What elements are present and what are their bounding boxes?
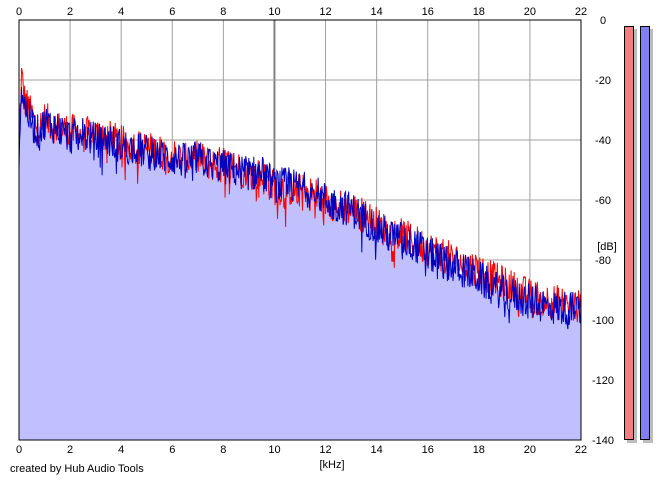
x-tick-label-top: 0 bbox=[16, 6, 22, 18]
y-tick-label: -20 bbox=[595, 75, 611, 87]
x-tick-label-bottom: 10 bbox=[268, 444, 280, 456]
y-axis-label: [dB] bbox=[597, 241, 617, 253]
x-tick-label-bottom: 2 bbox=[67, 444, 73, 456]
y-tick-label: -40 bbox=[595, 135, 611, 147]
x-tick-label-bottom: 6 bbox=[169, 444, 175, 456]
x-tick-label-top: 14 bbox=[371, 6, 383, 18]
x-tick-label-bottom: 16 bbox=[422, 444, 434, 456]
credit-text: created by Hub Audio Tools bbox=[10, 463, 144, 475]
x-tick-label-top: 18 bbox=[473, 6, 485, 18]
series-line-right bbox=[18, 87, 582, 330]
x-tick-label-top: 12 bbox=[319, 6, 331, 18]
x-tick-label-top: 10 bbox=[268, 6, 280, 18]
y-tick-label: -100 bbox=[592, 315, 614, 327]
plot-frame bbox=[18, 19, 582, 441]
y-ticks-right: 0 -20 -40 -60 -80 -100 -120 -140 bbox=[592, 15, 614, 447]
spectrum-area-fill bbox=[19, 87, 581, 440]
x-tick-label-top: 4 bbox=[118, 6, 124, 18]
left-channel-level-fill bbox=[625, 27, 633, 439]
series-lines bbox=[18, 67, 582, 330]
x-tick-label-top: 16 bbox=[422, 6, 434, 18]
x-tick-label-top: 8 bbox=[220, 6, 226, 18]
y-tick-label: -80 bbox=[595, 255, 611, 267]
x-tick-label-bottom: 0 bbox=[16, 444, 22, 456]
x-tick-label-top: 6 bbox=[169, 6, 175, 18]
x-tick-label-top: 2 bbox=[67, 6, 73, 18]
x-tick-label-bottom: 8 bbox=[220, 444, 226, 456]
right-channel-level-fill bbox=[641, 27, 649, 439]
y-tick-label: -60 bbox=[595, 195, 611, 207]
x-ticks-top: 0 2 4 6 8 10 12 14 16 18 20 22 bbox=[16, 6, 587, 18]
y-tick-label: 0 bbox=[600, 15, 606, 27]
x-tick-label-top: 22 bbox=[575, 6, 587, 18]
x-tick-label-bottom: 4 bbox=[118, 444, 124, 456]
x-tick-label-bottom: 22 bbox=[575, 444, 587, 456]
x-axis-label: [kHz] bbox=[319, 459, 344, 471]
x-tick-label-bottom: 14 bbox=[371, 444, 383, 456]
y-tick-label: -120 bbox=[592, 375, 614, 387]
x-tick-label-bottom: 18 bbox=[473, 444, 485, 456]
x-ticks-bottom: 0 2 4 6 8 10 12 14 16 18 20 22 bbox=[16, 444, 587, 456]
x-tick-label-top: 20 bbox=[524, 6, 536, 18]
x-tick-label-bottom: 12 bbox=[319, 444, 331, 456]
x-tick-label-bottom: 20 bbox=[524, 444, 536, 456]
y-tick-label: -140 bbox=[592, 435, 614, 447]
left-channel-level-meter bbox=[624, 26, 634, 440]
right-channel-level-meter bbox=[640, 26, 650, 440]
